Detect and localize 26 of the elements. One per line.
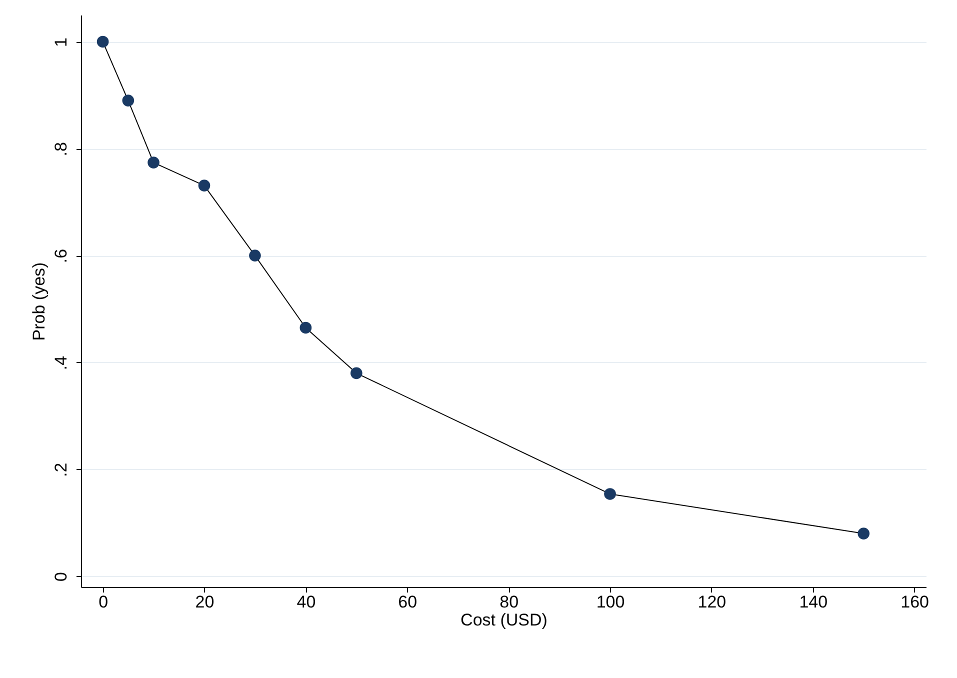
- x-tick-label: 20: [195, 592, 214, 612]
- point: [96, 36, 109, 48]
- x-tick-label: 80: [500, 592, 519, 612]
- y-tick-label: .2: [52, 462, 70, 477]
- x-tick-label: 0: [98, 592, 108, 612]
- point: [122, 94, 134, 106]
- y-tick-label: 0: [52, 572, 70, 582]
- y-tick-label: .4: [52, 356, 70, 370]
- y-tick-label: .6: [52, 248, 70, 264]
- point: [148, 156, 160, 168]
- point: [604, 488, 616, 500]
- x-tick-label: 160: [900, 592, 930, 612]
- x-tick-label: 140: [799, 592, 828, 612]
- point: [198, 180, 210, 192]
- y-tick-label: .8: [52, 142, 70, 156]
- point: [350, 367, 362, 380]
- point: [300, 322, 312, 334]
- x-tick-label: 100: [596, 592, 625, 612]
- x-axis-title: Cost (USD): [460, 610, 548, 630]
- point: [249, 250, 261, 262]
- point: [858, 528, 870, 540]
- x-tick-label: 120: [698, 592, 726, 612]
- y-axis-title: Prob (yes): [30, 262, 48, 341]
- y-tick-label: 1: [52, 37, 70, 47]
- x-tick-label: 60: [398, 592, 418, 612]
- x-tick-label: 40: [296, 592, 316, 612]
